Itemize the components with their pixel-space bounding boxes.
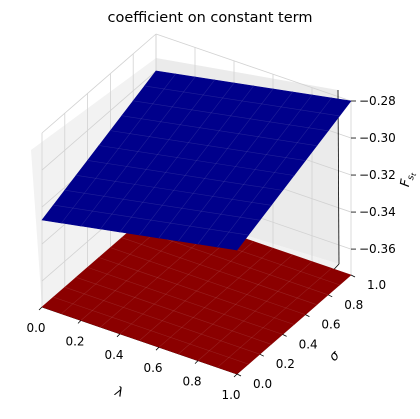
y-tick-label-5: 1.0 <box>367 278 386 292</box>
surface-1-mesh <box>98 257 295 325</box>
surface-0-mesh <box>80 76 196 227</box>
surface-0-mesh <box>61 73 176 224</box>
surface-0-mesh <box>98 145 295 176</box>
x-tick-0 <box>38 306 43 311</box>
x-tick-label-5: 1.0 <box>221 388 240 402</box>
surface-1-mesh <box>139 241 254 341</box>
y-tick-label-2: 0.4 <box>299 337 318 351</box>
surfaces <box>41 70 352 375</box>
surface-0-mesh <box>178 91 293 242</box>
surface-0-mesh <box>76 175 272 206</box>
x-tick-label-0: 0.0 <box>26 321 45 335</box>
z-tick-label-4: −0.36 <box>359 242 396 256</box>
x-tick-label-3: 0.6 <box>143 361 162 375</box>
surface-0-mesh <box>110 130 306 161</box>
y-tick-4 <box>328 294 333 298</box>
surface-1-mesh <box>76 277 272 345</box>
surface-1-mesh <box>53 296 249 365</box>
left-grid-z-0 <box>41 33 157 134</box>
z-tick-label-3: −0.34 <box>359 205 396 219</box>
surface-0-mesh <box>139 85 254 236</box>
tick-labels: 0.00.20.40.60.81.00.00.20.40.60.81.0−0.2… <box>26 94 395 402</box>
z-tick-label-2: −0.32 <box>359 168 396 182</box>
x-tick-5 <box>233 373 238 378</box>
surface-0-mesh <box>158 88 274 239</box>
surface-0-mesh <box>197 94 313 245</box>
z-tick-label-1: −0.30 <box>359 131 396 145</box>
surface-0-mesh <box>87 160 283 191</box>
x-tick-2 <box>116 333 121 338</box>
z-axis-label-subsubscript: t <box>410 172 418 176</box>
back-grid-z-0 <box>155 33 352 102</box>
surface-0-mesh <box>144 85 340 117</box>
y-tick-label-3: 0.6 <box>321 318 340 332</box>
z-tick-label-0: −0.28 <box>359 94 396 108</box>
x-tick-3 <box>155 346 160 351</box>
surface-1-mesh <box>217 268 332 368</box>
surface-0-mesh <box>121 115 317 146</box>
surface-1-mesh <box>100 227 215 328</box>
y-tick-2 <box>282 334 287 337</box>
surface-1-patch <box>41 296 74 315</box>
svg-text:Fst: Fst <box>398 170 418 188</box>
y-tick-3 <box>305 314 310 317</box>
z-axis-label-base: F <box>398 178 414 188</box>
x-tick-4 <box>194 360 199 364</box>
surface-1-mesh <box>178 254 293 355</box>
y-axis-label: σ <box>326 348 343 365</box>
surface-1-mesh <box>158 247 274 348</box>
left-grid-z-1 <box>41 70 157 171</box>
y-tick-0 <box>236 373 242 377</box>
surface-0-mesh <box>133 100 329 132</box>
surface-0-mesh <box>100 79 215 230</box>
y-tick-label-1: 0.2 <box>276 357 295 371</box>
y-tick-1 <box>259 353 264 357</box>
surface-1-mesh <box>121 237 317 305</box>
y-tick-label-4: 0.8 <box>344 298 363 312</box>
z-axis-label: Fst <box>398 170 418 188</box>
x-tick-1 <box>77 320 82 324</box>
surface-1-mesh <box>87 267 283 335</box>
x-axis-label: λ <box>112 384 125 401</box>
tick-marks <box>38 100 356 378</box>
surface-1-mesh <box>119 234 235 335</box>
surface-1-mesh <box>110 247 306 315</box>
surface-1 <box>41 207 352 375</box>
surface-0 <box>41 70 352 251</box>
y-tick-label-0: 0.0 <box>253 377 272 391</box>
y-tick-5 <box>350 274 356 278</box>
surface-0-patch <box>41 204 74 224</box>
surface-0-mesh <box>53 204 249 236</box>
x-tick-label-2: 0.4 <box>104 348 123 362</box>
x-tick-label-4: 0.8 <box>182 375 201 389</box>
surface-0-mesh <box>217 97 332 248</box>
surface-1-mesh <box>64 286 260 355</box>
z-axis-label-subscript: s <box>406 174 417 181</box>
z-axis-line <box>337 89 340 265</box>
surface-0-mesh <box>64 189 260 221</box>
x-tick-label-1: 0.2 <box>65 334 84 348</box>
surface-0-mesh <box>119 82 235 233</box>
chart-title: coefficient on constant term <box>108 10 313 26</box>
surface-1-mesh <box>197 261 313 361</box>
